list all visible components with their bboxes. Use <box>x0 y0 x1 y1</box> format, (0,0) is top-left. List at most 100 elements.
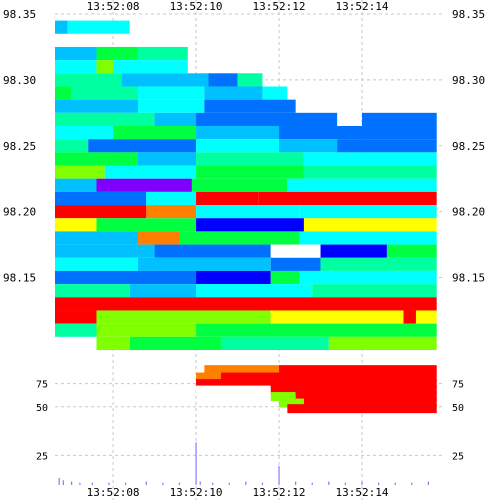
price-band-segment <box>121 73 209 87</box>
size-row-segment <box>303 398 437 408</box>
price-band-segment <box>303 218 437 232</box>
volume-bar <box>278 466 280 485</box>
price-band-segment <box>55 46 97 61</box>
price-band-segment <box>96 310 271 324</box>
volume-bar <box>378 482 380 485</box>
size-row-segment <box>196 379 437 389</box>
size-row-segment <box>287 404 437 414</box>
price-band-segment <box>55 139 89 153</box>
volume-bar <box>394 482 396 485</box>
price-band-segment <box>362 112 437 126</box>
x-tick-label-bottom: 13:52:12 <box>253 486 306 499</box>
volume-bar <box>195 442 197 485</box>
price-band-segment <box>196 323 437 337</box>
price-band-segment <box>55 20 68 34</box>
price-band-segment <box>55 165 105 179</box>
x-tick-label-bottom: 13:52:10 <box>170 486 223 499</box>
price-band-segment <box>55 270 197 285</box>
price-band-segment <box>88 139 197 153</box>
size-row-segment <box>204 365 280 375</box>
y-tick-label-left: 98.20 <box>3 206 36 219</box>
vol-tick-label-left: 25 <box>36 451 48 462</box>
price-band-segment <box>55 284 130 298</box>
volume-bar <box>311 482 313 485</box>
price-band-segment <box>386 244 437 258</box>
price-band-segment <box>55 323 97 337</box>
price-band-segment <box>299 231 437 245</box>
price-band-segment <box>258 191 437 206</box>
price-band-segment <box>55 178 97 192</box>
price-band-segment <box>262 86 288 100</box>
mid-tick-label-left: 75 <box>36 380 48 391</box>
price-band-segment <box>55 297 437 311</box>
volume-bar <box>361 481 363 485</box>
price-band-segment <box>196 165 304 179</box>
volume-bar <box>228 482 230 485</box>
price-band-segment <box>415 310 437 324</box>
price-band-segment <box>320 244 387 258</box>
price-band-segment <box>137 46 188 61</box>
y-tick-label-left: 98.25 <box>3 140 36 153</box>
price-band-segment <box>137 152 197 166</box>
price-band-segment <box>208 73 238 87</box>
volume-bar <box>162 482 164 485</box>
volume-bar <box>145 481 147 485</box>
price-band-segment <box>104 165 197 179</box>
price-band-segment <box>55 218 97 232</box>
size-heatmap <box>196 365 437 414</box>
price-band-segment <box>71 86 138 100</box>
price-band-segment <box>303 152 437 166</box>
price-band-segment <box>196 191 259 206</box>
price-band-segment <box>154 112 197 126</box>
price-band-segment <box>196 112 338 126</box>
price-band-segment <box>55 112 155 126</box>
volume-bar <box>261 482 264 485</box>
price-band-segment <box>279 126 437 140</box>
price-band-segment <box>196 218 304 232</box>
price-band-segment <box>55 60 97 74</box>
price-band-segment <box>137 231 180 245</box>
price-band-segment <box>55 99 138 113</box>
size-row-segment <box>279 398 304 408</box>
x-tick-label-top: 13:52:12 <box>253 0 306 13</box>
price-band-segment <box>67 20 130 34</box>
price-heatmap <box>55 20 437 350</box>
price-band-segment <box>204 86 263 100</box>
price-band-segment <box>154 244 271 258</box>
volume-bar <box>199 481 201 485</box>
volume-bar <box>427 481 430 485</box>
price-band-segment <box>96 46 138 61</box>
volume-bar <box>411 482 413 485</box>
axis-labels: 13:52:08 13:52:08 13:52:10 13:52:10 13:52:12… <box>3 0 485 499</box>
price-band-segment <box>196 205 300 219</box>
price-band-segment <box>129 284 197 298</box>
volume-bar <box>212 482 214 485</box>
price-band-segment <box>279 139 338 153</box>
price-band-segment <box>196 152 304 166</box>
price-band-segment <box>96 323 197 337</box>
volume-bar <box>178 482 181 485</box>
price-band-segment <box>113 126 197 140</box>
x-tick-label-top: 13:52:08 <box>87 0 140 13</box>
price-band-segment <box>96 178 192 192</box>
price-band-segment <box>287 178 437 192</box>
mid-tick-label-right: 75 <box>452 380 464 391</box>
price-band-segment <box>204 99 296 113</box>
price-band-segment <box>328 336 437 350</box>
price-band-segment <box>303 165 437 179</box>
price-band-segment <box>312 284 437 298</box>
size-row-segment <box>196 385 271 395</box>
price-band-segment <box>196 139 280 153</box>
size-row-segment <box>295 392 437 402</box>
mid-tick-label-left: 50 <box>36 403 48 414</box>
volume-bars <box>58 442 430 485</box>
price-band-segment <box>96 336 130 350</box>
price-band-segment <box>146 191 197 206</box>
y-tick-label-right: 98.15 <box>452 272 485 285</box>
volume-bar <box>124 482 127 485</box>
price-band-segment <box>55 310 97 324</box>
y-tick-label-right: 98.20 <box>452 206 485 219</box>
price-band-segment <box>137 257 271 271</box>
price-band-segment <box>55 152 138 166</box>
price-band-segment <box>270 310 404 324</box>
